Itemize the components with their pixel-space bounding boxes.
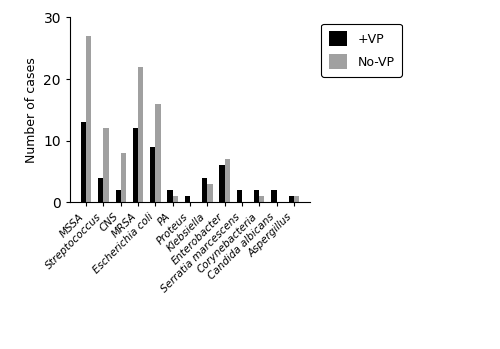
Bar [185,196,190,202]
Legend: +VP, No-VP: +VP, No-VP [321,24,402,77]
Bar [98,178,103,202]
Bar [133,128,138,202]
Bar [224,159,230,202]
Bar [150,147,156,202]
Bar [81,122,86,202]
Bar [172,196,178,202]
Bar [294,196,299,202]
Bar [168,190,172,202]
Bar [156,104,160,202]
Bar [202,178,207,202]
Y-axis label: Number of cases: Number of cases [25,57,38,163]
Bar [86,36,92,202]
Bar [208,184,212,202]
Bar [116,190,120,202]
Bar [220,165,224,202]
Bar [104,128,108,202]
Bar [288,196,294,202]
Bar [138,67,143,202]
Bar [272,190,276,202]
Bar [237,190,242,202]
Bar [254,190,260,202]
Bar [120,153,126,202]
Bar [260,196,264,202]
